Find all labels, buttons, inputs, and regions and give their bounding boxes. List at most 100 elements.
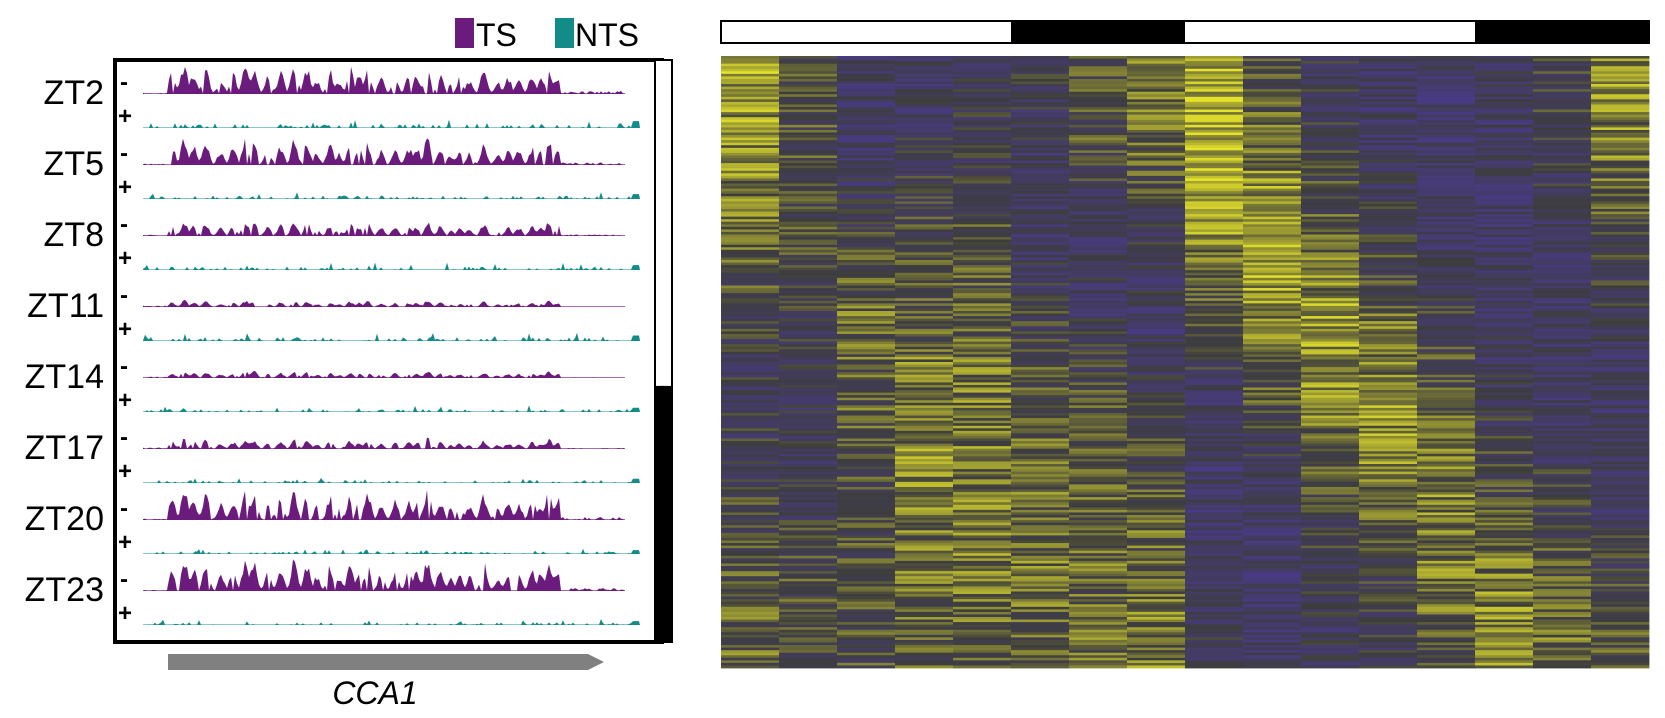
heatmap-cell [1127, 384, 1186, 388]
heatmap-cell [1243, 293, 1302, 297]
heatmap-cell [895, 242, 954, 246]
heatmap-cell [1591, 318, 1650, 322]
heatmap-cell [1127, 395, 1186, 399]
heatmap-cell [1069, 599, 1128, 603]
heatmap-cell [1011, 392, 1070, 396]
heatmap-cell [837, 104, 896, 108]
heatmap-cell [1591, 344, 1650, 348]
ts-signal [143, 490, 625, 520]
heatmap-cell [1185, 604, 1244, 608]
heatmap-cell [1069, 145, 1128, 149]
heatmap-cell [1011, 522, 1070, 526]
heatmap-cell [1533, 132, 1592, 136]
heatmap-cell [1127, 158, 1186, 161]
heatmap-cell [1301, 275, 1360, 279]
heatmap-cell [1533, 219, 1592, 223]
heatmap-cell [1243, 63, 1302, 67]
heatmap-cell [1127, 606, 1186, 610]
heatmap-cell [1127, 333, 1186, 337]
heatmap-cell [1185, 305, 1244, 309]
heatmap-cell [1475, 578, 1534, 582]
heatmap-cell [1243, 285, 1302, 289]
heatmap-cell [1591, 91, 1650, 95]
heatmap-cell [1301, 604, 1360, 608]
heatmap-cell [1185, 395, 1244, 399]
heatmap-cell [1127, 265, 1186, 269]
heatmap-cell [1475, 492, 1534, 495]
heatmap-cell [1417, 254, 1476, 258]
heatmap-cell [1301, 461, 1360, 465]
heatmap-cell [1301, 430, 1360, 434]
heatmap-cell [1301, 239, 1360, 243]
heatmap-cell [1011, 211, 1070, 215]
heatmap-cell [721, 229, 780, 233]
heatmap-cell [1359, 313, 1418, 317]
heatmap-cell [1475, 377, 1534, 381]
heatmap-cell [1185, 356, 1244, 360]
heatmap-cell [1127, 186, 1186, 189]
heatmap-cell [779, 486, 838, 490]
heatmap-cell [1011, 443, 1070, 447]
heatmap-cell [1243, 135, 1302, 138]
heatmap-cell [1185, 655, 1244, 659]
heatmap-cell [1417, 430, 1476, 434]
heatmap-cell [1301, 112, 1360, 116]
heatmap-cell [953, 219, 1012, 223]
heatmap-cell [1127, 237, 1186, 240]
heatmap-cell [837, 237, 896, 240]
heatmap-cell [1185, 160, 1244, 164]
heatmap-cell [1243, 655, 1302, 659]
heatmap-cell [721, 400, 780, 404]
heatmap-cell [895, 216, 954, 220]
heatmap-cell [1301, 150, 1360, 154]
heatmap-cell [1475, 494, 1534, 498]
heatmap-cell [1533, 282, 1592, 286]
heatmap-cell [1011, 535, 1070, 539]
heatmap-cell [1475, 175, 1534, 179]
heatmap-cell [1069, 150, 1128, 154]
heatmap-cell [1533, 308, 1592, 312]
heatmap-cell [953, 333, 1012, 337]
heatmap-cell [779, 599, 838, 603]
heatmap-cell [837, 224, 896, 228]
heatmap-cell [779, 168, 838, 172]
heatmap-cell [953, 471, 1012, 475]
heatmap-cell [1591, 137, 1650, 141]
heatmap-cell [1011, 214, 1070, 218]
heatmap-cell [1127, 369, 1186, 373]
heatmap-cell [1069, 244, 1128, 248]
heatmap-cell [1185, 617, 1244, 620]
heatmap-cell [1011, 657, 1070, 661]
heatmap-cell [1591, 617, 1650, 620]
heatmap-cell [1591, 461, 1650, 465]
heatmap-cell [895, 474, 954, 478]
heatmap-cell [1127, 160, 1186, 164]
heatmap-cell [1359, 456, 1418, 460]
heatmap-cell [721, 155, 780, 159]
heatmap-cell [953, 645, 1012, 648]
heatmap-cell [1243, 642, 1302, 646]
heatmap-cell [1591, 356, 1650, 360]
heatmap-cell [1591, 586, 1650, 590]
heatmap-cell [1417, 474, 1476, 478]
heatmap-cell [1011, 249, 1070, 253]
heatmap-cell [779, 581, 838, 585]
heatmap-cell [1533, 117, 1592, 121]
heatmap-cell [1127, 512, 1186, 516]
heatmap-cell [1185, 180, 1244, 184]
heatmap-cell [1417, 127, 1476, 131]
heatmap-cell [1533, 591, 1592, 595]
heatmap-cell [837, 622, 896, 626]
heatmap-cell [837, 76, 896, 80]
heatmap-cell [953, 313, 1012, 317]
heatmap-cell [895, 507, 954, 511]
heatmap-cell [953, 448, 1012, 452]
heatmap-cell [779, 489, 838, 493]
heatmap-cell [779, 560, 838, 564]
heatmap-column [1417, 56, 1476, 669]
heatmap-cell [1301, 163, 1360, 167]
heatmap-cell [837, 160, 896, 164]
heatmap-cell [1359, 395, 1418, 399]
heatmap-cell [1243, 451, 1302, 455]
heatmap-cell [1533, 581, 1592, 585]
